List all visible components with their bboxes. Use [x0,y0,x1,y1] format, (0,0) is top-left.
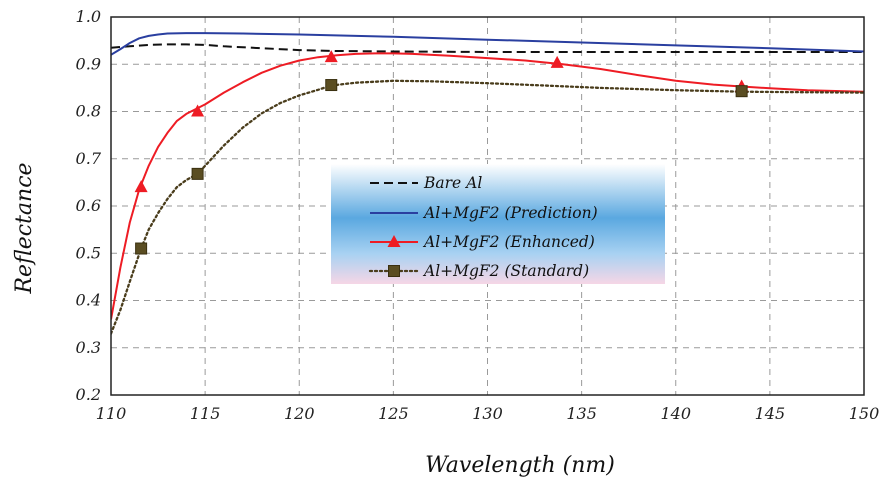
legend-label: Al+MgF2 (Prediction) [422,204,598,222]
legend-label: Bare Al [423,174,482,192]
legend-label: Al+MgF2 (Enhanced) [422,233,595,251]
x-tick-label: 135 [566,404,597,423]
data-point-marker [135,242,148,255]
x-axis-label: Wavelength (nm) [425,453,615,478]
x-tick-labels: 110 115 120 125 130 135 140 145 150 [96,404,880,423]
series-group [111,32,864,335]
data-point-marker [324,50,338,63]
y-axis-label: Reflectance [12,162,37,294]
plot-frame [110,16,865,396]
y-tick-label: 0.8 [76,102,101,121]
data-point-marker [134,180,148,193]
data-point-marker [550,55,564,68]
data-point-marker [191,167,204,180]
data-point-marker [325,79,338,92]
x-tick-label: 145 [755,404,786,423]
legend: Bare Al Al+MgF2 (Prediction) Al+MgF2 (Enha… [331,164,665,284]
x-tick-label: 150 [849,404,880,423]
markers-group [134,50,749,255]
x-tick-label: 110 [96,404,127,423]
x-tick-label: 125 [378,404,409,423]
x-tick-label: 140 [660,404,691,423]
data-point-marker [191,104,205,117]
x-tick-label: 130 [472,404,503,423]
y-tick-label: 0.3 [76,338,101,357]
series-line-3 [111,79,864,335]
y-tick-label: 0.5 [76,243,101,262]
legend-label: Al+MgF2 (Standard) [422,262,589,280]
y-tick-label: 1.0 [76,7,101,26]
y-tick-label: 0.4 [76,291,101,310]
data-point-marker [735,85,748,98]
y-tick-label: 0.7 [76,149,102,168]
series-line-2 [111,52,864,320]
x-tick-label: 120 [284,404,315,423]
y-tick-label: 0.2 [76,385,101,404]
series-line-0 [111,43,864,53]
x-tick-label: 115 [190,404,221,423]
legend-marker [388,265,400,277]
y-tick-labels: 0.2 0.3 0.4 0.5 0.6 0.7 0.8 0.9 1.0 [76,7,102,404]
y-tick-label: 0.9 [76,54,101,73]
legend-marker [387,235,401,247]
series-line-1 [111,32,864,56]
y-tick-label: 0.6 [76,196,101,215]
